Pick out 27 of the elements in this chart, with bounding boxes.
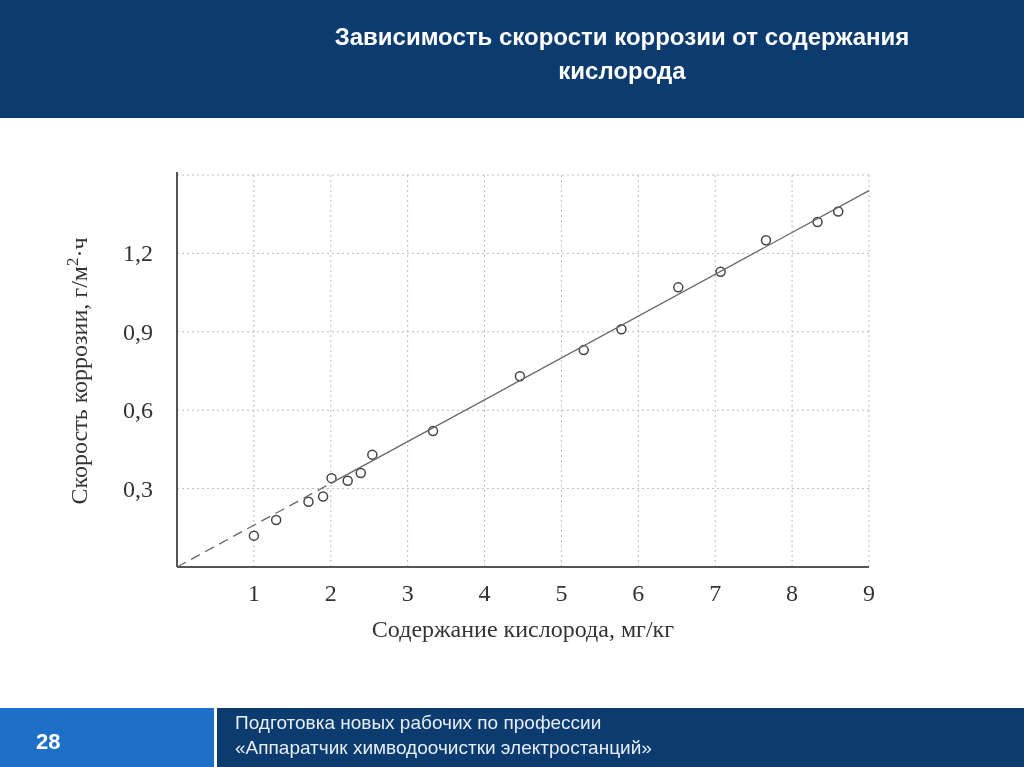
point: [270, 514, 282, 526]
chart-title: Зависимость скорости коррозии от содержания кислорода: [334, 23, 910, 84]
x-tick-label: 7: [709, 580, 722, 606]
point: [367, 449, 378, 460]
point: [342, 475, 353, 487]
x-tick-label: 1: [247, 580, 260, 606]
point: [248, 530, 260, 541]
point: [326, 472, 337, 484]
y-tick-label: 0,9: [123, 318, 153, 345]
point: [303, 496, 314, 507]
x-tick-label: 6: [632, 580, 645, 606]
y-tick-label: 0,6: [123, 397, 153, 424]
x-tick-label: 8: [786, 580, 799, 606]
point: [317, 491, 329, 502]
text: Подготовка новых рабочих по профессии «Аппаратчик химводоочистки электростанций»: [235, 712, 652, 758]
x-tick-label: 5: [555, 580, 568, 606]
x-tick-label: 9: [863, 580, 875, 606]
y-tick-label: 0,3: [123, 475, 153, 502]
x-tick-label: 2: [324, 580, 337, 606]
point: [355, 467, 367, 479]
x-tick-label: 3: [401, 580, 414, 606]
text: 28: [36, 729, 61, 754]
y-tick-label: 1,2: [123, 240, 153, 267]
x-axis-title: Содержание кислорода, мг/кг: [371, 616, 675, 642]
point: [673, 282, 684, 293]
x-tick-label: 4: [478, 580, 491, 606]
point: [760, 235, 772, 246]
